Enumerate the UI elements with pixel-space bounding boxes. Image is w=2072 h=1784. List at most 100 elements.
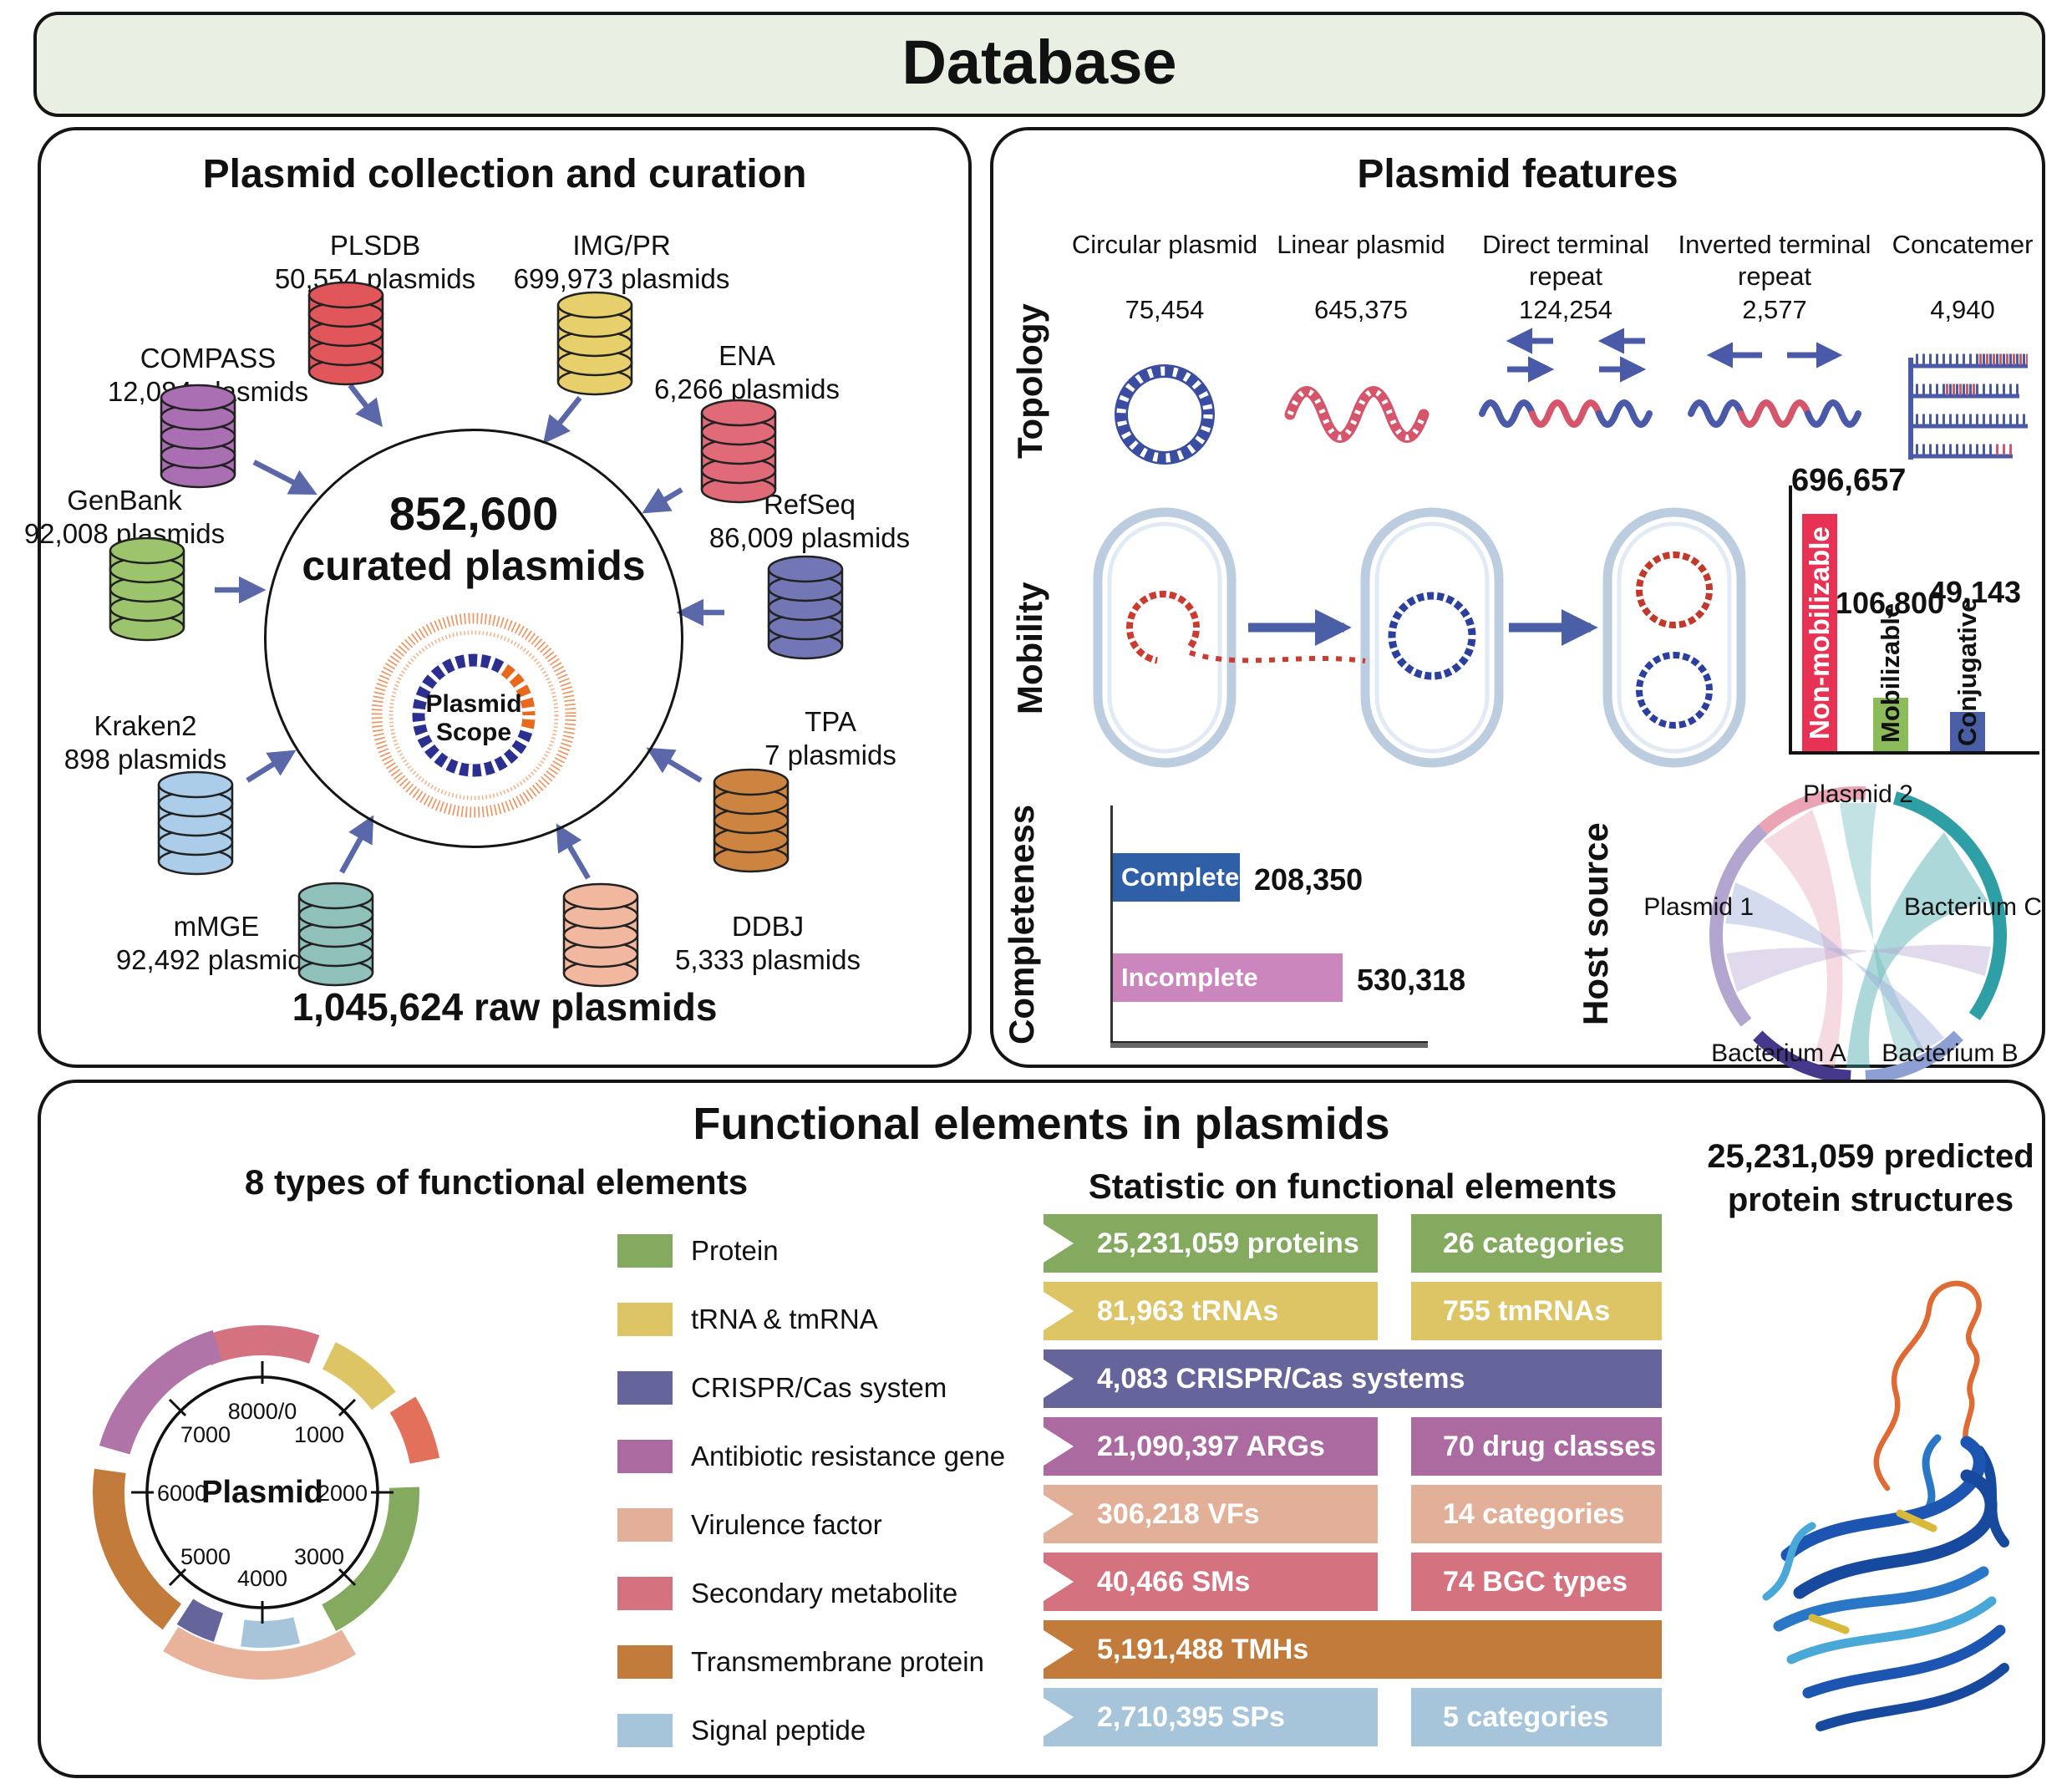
map-tick: 7000 — [180, 1422, 231, 1447]
map-tick: 8000/0 — [228, 1399, 297, 1424]
protein-title-line1: 25,231,059 predicted — [1707, 1138, 2034, 1175]
source-label-refseq: RefSeq 86,009 plasmids — [668, 488, 952, 555]
collection-arrows — [215, 384, 724, 880]
source-name: ENA — [719, 340, 775, 371]
stat-right-label: 70 drug classes — [1443, 1430, 1657, 1462]
bar-non-mobilizable — [1802, 514, 1837, 751]
topology-value: 645,375 — [1313, 295, 1409, 324]
topology-item-linear: Linear plasmid 645,375 — [1254, 229, 1468, 487]
mobility-axis-y — [1789, 485, 1792, 755]
legend-swatch-arg — [617, 1440, 673, 1473]
source-label-plsdb: PLSDB 50,554 plasmids — [233, 229, 517, 296]
source-label-genbank: GenBank 92,008 plasmids — [16, 484, 233, 551]
source-name: RefSeq — [763, 489, 856, 520]
topology-name: Inverted terminal repeat — [1678, 230, 1871, 291]
source-label-ena: ENA 6,266 plasmids — [605, 339, 889, 406]
topology-item-inverted-terminal-repeat: Inverted terminal repeat 2,577 — [1668, 229, 1882, 455]
source-name: IMG/PR — [572, 230, 671, 261]
bar-conjugative — [1950, 712, 1985, 751]
stat-right-label: 5 categories — [1443, 1700, 1609, 1733]
topology-item-concatemer: Concatemer 4,940 — [1879, 229, 2046, 487]
stat-right-label: 74 BGC types — [1443, 1565, 1628, 1598]
map-tick: 3000 — [294, 1544, 344, 1569]
resident-plasmids — [1388, 551, 1713, 729]
map-tick: 6000 — [157, 1481, 207, 1506]
stat-left-label: 5,191,488 TMHs — [1097, 1633, 1309, 1665]
source-name: Kraken2 — [94, 710, 197, 741]
source-count: 86,009 plasmids — [708, 522, 911, 553]
map-tick: 4000 — [237, 1566, 287, 1591]
database-cylinder-refseq — [767, 555, 844, 660]
stat-box-bgc-types: 74 BGC types — [1411, 1553, 1662, 1611]
circular-plasmid-icon — [1115, 364, 1215, 465]
legend-swatch-tmh — [617, 1645, 673, 1679]
transferring-plasmid — [1126, 591, 1366, 664]
topology-name: Concatemer — [1892, 230, 2034, 259]
stat-right-label: 755 tmRNAs — [1443, 1294, 1611, 1327]
stat-left-label: 306,218 VFs — [1097, 1497, 1260, 1530]
collection-panel: Plasmid collection and curation — [24, 127, 972, 1068]
database-cylinder-ddbj — [562, 882, 639, 988]
legend-label-sp: Signal peptide — [691, 1715, 866, 1746]
database-banner: Database — [33, 12, 2045, 117]
features-panel: Plasmid features Topology Mobility Compl… — [990, 127, 2046, 1084]
database-cylinder-kraken2 — [157, 770, 234, 876]
bar-value-non-mobilizable: 696,657 — [1791, 463, 1907, 498]
stat-box-protein-categories: 26 categories — [1411, 1214, 1662, 1273]
host-label-bacterium-c: Bacterium C — [1903, 893, 2042, 921]
concatemer-icon — [1908, 353, 2028, 460]
source-label-kraken2: Kraken2 898 plasmids — [16, 709, 275, 776]
source-count: 898 plasmids — [63, 744, 227, 775]
database-cylinder-compass — [160, 384, 236, 489]
stat-left-label: 2,710,395 SPs — [1097, 1700, 1285, 1733]
bar-value-incomplete: 530,318 — [1357, 963, 1466, 997]
source-name: DDBJ — [731, 911, 805, 942]
curated-label: curated plasmids — [302, 542, 646, 589]
stat-box-drug-classes: 70 drug classes — [1411, 1417, 1662, 1476]
functional-panel: Functional elements in plasmids 8 types … — [38, 1080, 2045, 1778]
stat-right-label: 26 categories — [1443, 1227, 1625, 1259]
logo-line1: Plasmid — [425, 690, 521, 718]
legend-label-tmh: Transmembrane protein — [691, 1646, 984, 1677]
stat-left-label: 40,466 SMs — [1097, 1565, 1251, 1598]
direct-terminal-repeat-icon — [1479, 328, 1653, 428]
host-label-bacterium-b: Bacterium B — [1882, 1039, 2019, 1067]
row-label-mobility: Mobility — [1010, 582, 1049, 715]
source-label-ddbj: DDBJ 5,333 plasmids — [626, 910, 910, 977]
bar-label-incomplete: Incomplete — [1121, 963, 1258, 992]
host-label-plasmid1: Plasmid 1 — [1643, 893, 1754, 921]
stat-left-label: 25,231,059 proteins — [1097, 1227, 1359, 1259]
bar-label-non-mobilizable: Non-mobilizable — [1804, 526, 1835, 740]
map-tick: 5000 — [180, 1544, 231, 1569]
collection-title: Plasmid collection and curation — [202, 152, 807, 196]
topology-value: 2,577 — [1742, 295, 1807, 324]
source-name: TPA — [805, 706, 856, 737]
protein-title-line2: protein structures — [1727, 1182, 2014, 1218]
topology-name: Direct terminal repeat — [1482, 230, 1649, 291]
linear-plasmid-icon — [1284, 386, 1430, 443]
source-name: PLSDB — [329, 230, 421, 261]
legend-label-protein: Protein — [691, 1235, 779, 1266]
protein-structure-image — [1762, 1280, 2009, 1731]
legend-swatch-sp — [617, 1714, 673, 1747]
row-label-host-source: Host source — [1576, 822, 1615, 1026]
map-center-label: Plasmid — [201, 1475, 323, 1510]
stat-left-label: 4,083 CRISPR/Cas systems — [1097, 1362, 1465, 1395]
bar-mobilizable — [1873, 698, 1908, 751]
logo-line2: Scope — [436, 719, 511, 746]
source-label-imgpr: IMG/PR 699,973 plasmids — [480, 229, 764, 296]
mobility-axis-x — [1789, 751, 2039, 755]
database-cylinder-mmge — [297, 882, 374, 987]
raw-total: 1,045,624 raw plasmids — [292, 985, 718, 1029]
stat-right-label: 14 categories — [1443, 1497, 1625, 1530]
stat-left-label: 81,963 tRNAs — [1097, 1294, 1279, 1327]
source-count: 699,973 plasmids — [513, 263, 730, 294]
source-count: 6,266 plasmids — [654, 374, 840, 404]
features-title: Plasmid features — [1357, 152, 1678, 196]
source-count: 5,333 plasmids — [675, 944, 861, 975]
functional-left-title: 8 types of functional elements — [244, 1162, 749, 1202]
stat-box-vf-categories: 14 categories — [1411, 1485, 1662, 1543]
row-label-completeness: Completeness — [1002, 804, 1041, 1044]
bar-label-mobilizable: Mobilizable — [1876, 602, 1905, 743]
bar-label-conjugative: Conjugative — [1953, 597, 1982, 746]
